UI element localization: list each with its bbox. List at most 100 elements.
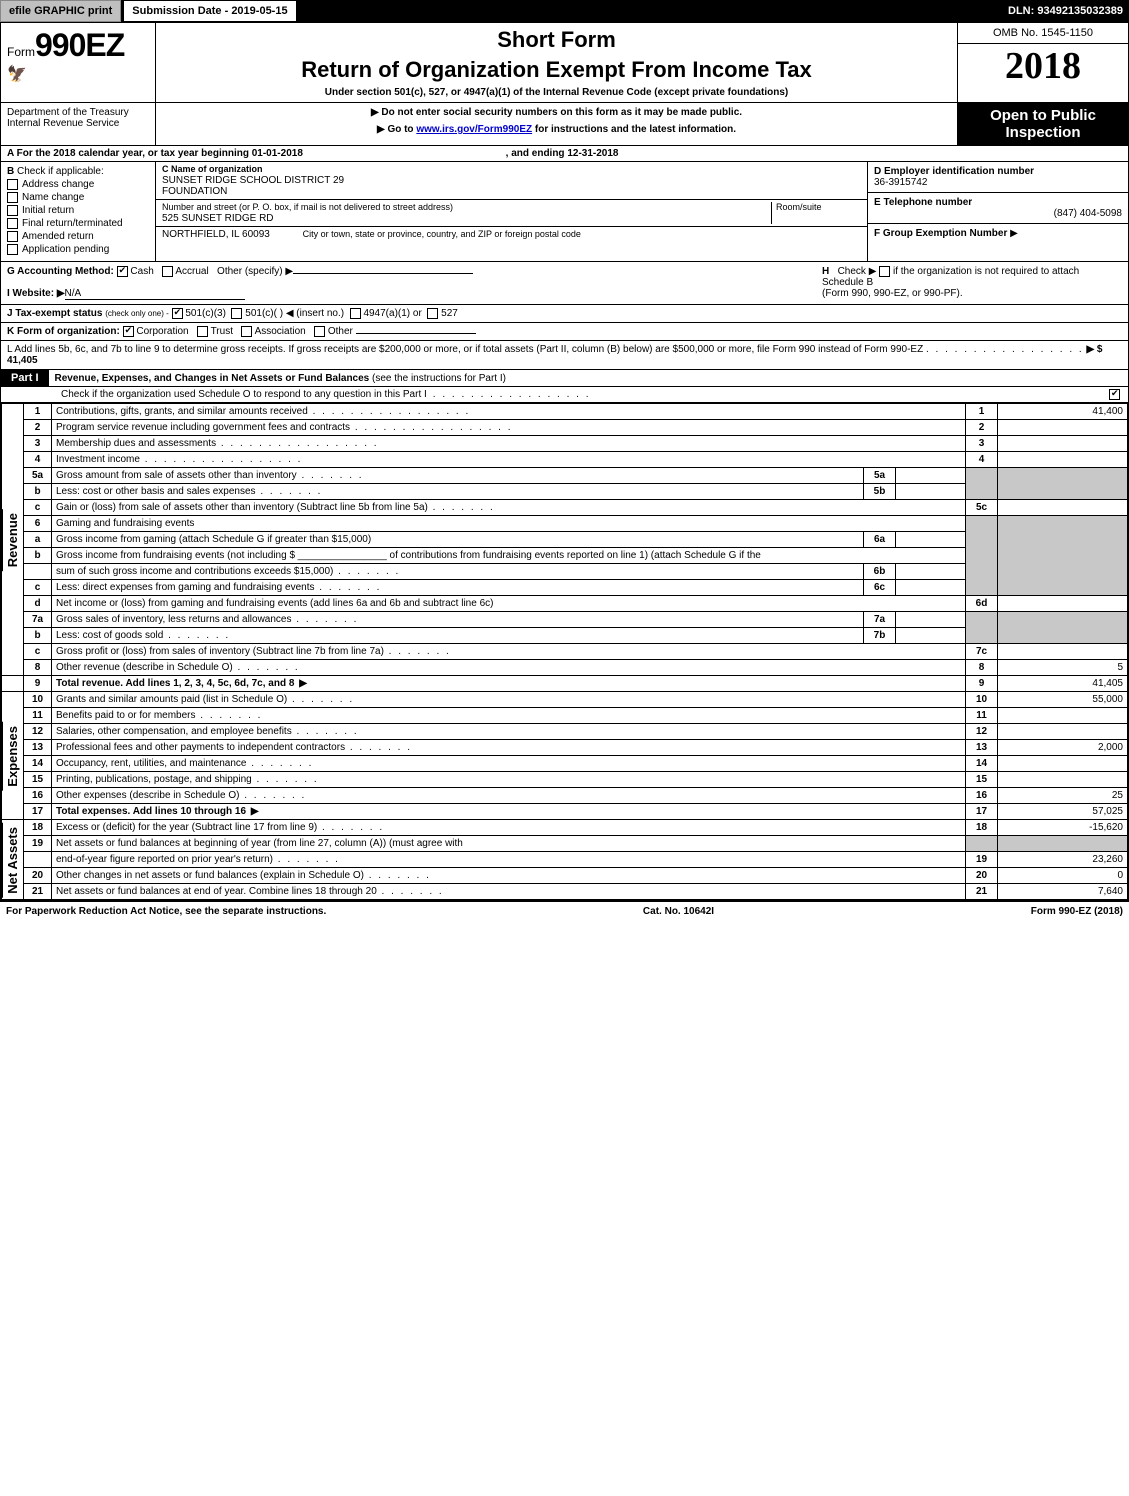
row-7c: c Gross profit or (loss) from sales of i… bbox=[2, 644, 1128, 660]
line-num: 17 bbox=[24, 804, 52, 820]
checkbox-icon[interactable] bbox=[123, 326, 134, 337]
row-15: 15 Printing, publications, postage, and … bbox=[2, 772, 1128, 788]
line-h: H Check ▶ if the organization is not req… bbox=[822, 266, 1122, 300]
ref-num: 1 bbox=[966, 404, 998, 420]
tax-year: 2018 bbox=[958, 44, 1128, 88]
checkbox-icon[interactable] bbox=[241, 326, 252, 337]
g-other-blank[interactable] bbox=[293, 273, 473, 274]
k-trust: Trust bbox=[211, 326, 233, 337]
footer-left: For Paperwork Reduction Act Notice, see … bbox=[6, 906, 326, 917]
ck-initial-return: Initial return bbox=[7, 205, 149, 216]
ref-num: 19 bbox=[966, 852, 998, 868]
ck-label: Address change bbox=[22, 179, 94, 190]
checkbox-icon[interactable] bbox=[1109, 389, 1120, 400]
mid-value bbox=[896, 628, 966, 644]
mid-value bbox=[896, 564, 966, 580]
mid-ref: 5a bbox=[864, 468, 896, 484]
ck-amended-return: Amended return bbox=[7, 231, 149, 242]
checkbox-icon[interactable] bbox=[879, 266, 890, 277]
short-form-title: Short Form bbox=[162, 27, 951, 53]
ref-num: 16 bbox=[966, 788, 998, 804]
checkbox-icon[interactable] bbox=[7, 192, 18, 203]
irs-link[interactable]: www.irs.gov/Form990EZ bbox=[416, 124, 532, 135]
checkbox-icon[interactable] bbox=[7, 231, 18, 242]
checkbox-icon[interactable] bbox=[7, 205, 18, 216]
ck-label: Amended return bbox=[22, 231, 94, 242]
part-i-check-text: Check if the organization used Schedule … bbox=[1, 387, 433, 402]
c-name-block: C Name of organization SUNSET RIDGE SCHO… bbox=[156, 162, 867, 200]
part-i-header: Part I Revenue, Expenses, and Changes in… bbox=[1, 370, 1128, 387]
checkbox-icon[interactable] bbox=[7, 244, 18, 255]
footer-spacer bbox=[714, 906, 1031, 917]
line-num: 4 bbox=[24, 452, 52, 468]
line-value bbox=[998, 644, 1128, 660]
line-desc: Investment income bbox=[52, 452, 966, 468]
ref-num: 18 bbox=[966, 820, 998, 836]
ref-num: 3 bbox=[966, 436, 998, 452]
omb-number: OMB No. 1545-1150 bbox=[958, 23, 1128, 44]
ref-num: 12 bbox=[966, 724, 998, 740]
ref-num: 15 bbox=[966, 772, 998, 788]
period-line: A For the 2018 calendar year, or tax yea… bbox=[1, 146, 1128, 162]
desc-text: Other expenses (describe in Schedule O) bbox=[56, 790, 306, 801]
checkbox-icon[interactable] bbox=[117, 266, 128, 277]
department-cell: Department of the Treasury Internal Reve… bbox=[1, 103, 156, 146]
row-9: 9 Total revenue. Add lines 1, 2, 3, 4, 5… bbox=[2, 676, 1128, 692]
k-corp: Corporation bbox=[136, 326, 188, 337]
shade-cell bbox=[998, 468, 1128, 500]
desc-text: Other changes in net assets or fund bala… bbox=[56, 870, 431, 881]
line-value: 55,000 bbox=[998, 692, 1128, 708]
omb-year-cell: OMB No. 1545-1150 2018 bbox=[958, 23, 1128, 103]
ref-num: 11 bbox=[966, 708, 998, 724]
mid-ref: 7a bbox=[864, 612, 896, 628]
ck-address-change: Address change bbox=[7, 179, 149, 190]
instr2-post: for instructions and the latest informat… bbox=[532, 124, 736, 135]
checkbox-icon[interactable] bbox=[231, 308, 242, 319]
desc-text: Total revenue. Add lines 1, 2, 3, 4, 5c,… bbox=[56, 678, 309, 689]
line-desc: Other revenue (describe in Schedule O) bbox=[52, 660, 966, 676]
shade-cell bbox=[966, 612, 998, 644]
dots-icon bbox=[926, 344, 1084, 355]
d-label: D Employer identification number bbox=[874, 166, 1034, 177]
line-num: 5a bbox=[24, 468, 52, 484]
line-value bbox=[998, 724, 1128, 740]
c-city-block: NORTHFIELD, IL 60093 City or town, state… bbox=[156, 227, 867, 242]
box-f: F Group Exemption Number ▶ bbox=[868, 224, 1128, 243]
checkbox-icon[interactable] bbox=[162, 266, 173, 277]
street-value: 525 SUNSET RIDGE RD bbox=[162, 213, 274, 224]
row-6d: d Net income or (loss) from gaming and f… bbox=[2, 596, 1128, 612]
submission-date: Submission Date - 2019-05-15 bbox=[123, 0, 296, 22]
ref-num: 2 bbox=[966, 420, 998, 436]
desc-text: Net assets or fund balances at end of ye… bbox=[56, 886, 444, 897]
desc-text: Grants and similar amounts paid (list in… bbox=[56, 694, 354, 705]
checkbox-icon[interactable] bbox=[197, 326, 208, 337]
k-other-blank[interactable] bbox=[356, 333, 476, 334]
ck-label: Initial return bbox=[22, 205, 74, 216]
checkbox-icon[interactable] bbox=[350, 308, 361, 319]
line-num: c bbox=[24, 500, 52, 516]
line-desc: Less: direct expenses from gaming and fu… bbox=[52, 580, 864, 596]
checkbox-icon[interactable] bbox=[7, 179, 18, 190]
efile-print-button[interactable]: efile GRAPHIC print bbox=[0, 0, 121, 22]
form-frame: Form990EZ 🦅 Short Form Return of Organiz… bbox=[0, 22, 1129, 901]
c-label: C Name of organization bbox=[162, 164, 263, 174]
desc-text: Less: cost or other basis and sales expe… bbox=[56, 486, 322, 497]
footer-right-text: Form 990-EZ (2018) bbox=[1031, 906, 1123, 917]
checkbox-icon[interactable] bbox=[7, 218, 18, 229]
k-assoc: Association bbox=[255, 326, 306, 337]
part-i-title-note: (see the instructions for Part I) bbox=[372, 373, 506, 384]
line-g-h: G Accounting Method: Cash Accrual Other … bbox=[1, 262, 1128, 305]
row-8: 8 Other revenue (describe in Schedule O)… bbox=[2, 660, 1128, 676]
row-5a: 5a Gross amount from sale of assets othe… bbox=[2, 468, 1128, 484]
expenses-vlabel: Expenses bbox=[2, 722, 22, 791]
line-desc: Other changes in net assets or fund bala… bbox=[52, 868, 966, 884]
j-opt4: 527 bbox=[441, 308, 458, 319]
checkbox-icon[interactable] bbox=[427, 308, 438, 319]
line-value bbox=[998, 420, 1128, 436]
checkbox-icon[interactable] bbox=[172, 308, 183, 319]
line-desc: Total revenue. Add lines 1, 2, 3, 4, 5c,… bbox=[52, 676, 966, 692]
desc-text: sum of such gross income and contributio… bbox=[56, 566, 400, 577]
line-desc: Net income or (loss) from gaming and fun… bbox=[52, 596, 966, 612]
checkbox-icon[interactable] bbox=[314, 326, 325, 337]
ref-num: 10 bbox=[966, 692, 998, 708]
